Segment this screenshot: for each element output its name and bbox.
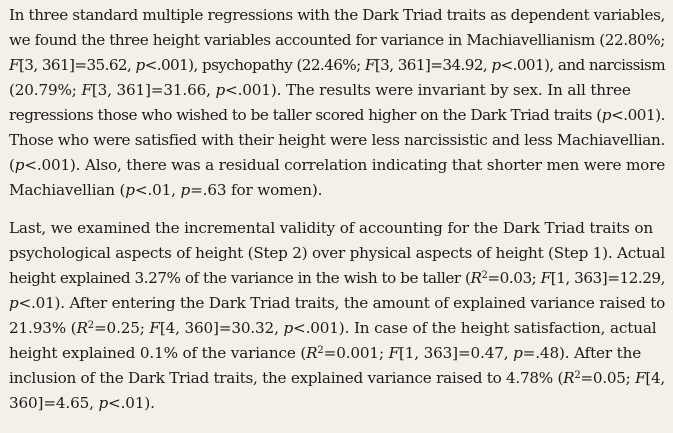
text-line: (20.79%; F[3, 361]=31.66, p<.001). The r… <box>9 81 631 99</box>
paragraph-spacer <box>9 203 665 216</box>
text-line: regressions those who wished to be talle… <box>9 106 665 124</box>
text-line: we found the three height variables acco… <box>9 31 666 49</box>
text-line: In three standard multiple regressions w… <box>9 6 666 24</box>
text-line: 21.93% (R2=0.25; F[4, 360]=30.32, p<.001… <box>9 319 657 337</box>
text-line: inclusion of the Dark Triad traits, the … <box>9 369 665 387</box>
text-line: Those who were satisfied with their heig… <box>9 131 665 149</box>
text-line: (p<.001). Also, there was a residual cor… <box>9 156 666 174</box>
text-line: height explained 3.27% of the variance i… <box>9 269 665 287</box>
text-line: p<.01). After entering the Dark Triad tr… <box>9 294 666 312</box>
text-line: height explained 0.1% of the variance (R… <box>9 344 642 362</box>
text-line: Machiavellian (p<.01, p=.63 for women). <box>9 181 323 199</box>
paragraph-results: In three standard multiple regressions w… <box>9 3 666 203</box>
text-line: Last, we examined the incremental validi… <box>9 219 653 237</box>
text-line: 360]=4.65, p<.01). <box>9 394 155 412</box>
text-line: F[3, 361]=35.62, p<.001), psychopathy (2… <box>9 56 666 74</box>
paragraph-incremental-validity: Last, we examined the incremental validi… <box>9 216 665 416</box>
text-line: psychological aspects of height (Step 2)… <box>9 244 665 262</box>
